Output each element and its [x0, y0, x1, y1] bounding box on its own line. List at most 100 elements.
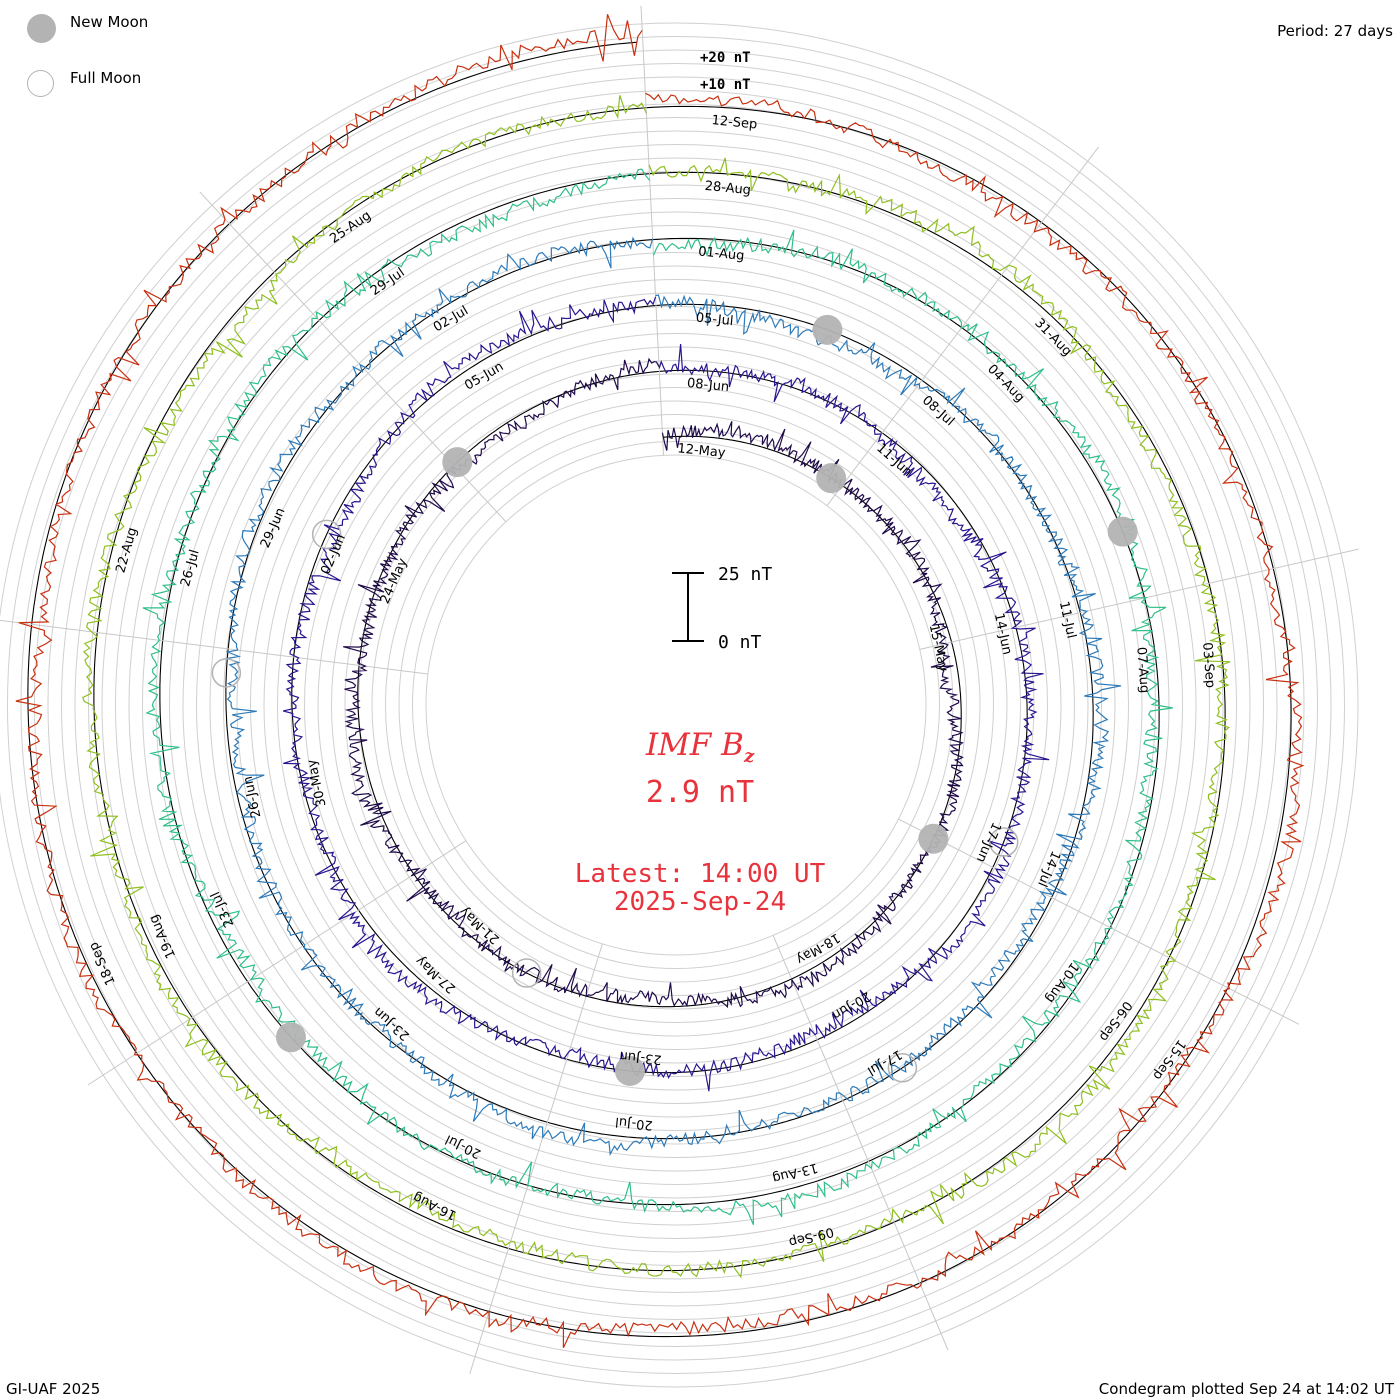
outer-scale-label-20: +20 nT	[700, 50, 751, 66]
grid-ring	[7, 36, 1345, 1374]
full-moon-icon	[27, 70, 54, 97]
date-label: 05-Jul	[695, 311, 734, 330]
date-label: 31-Aug	[1031, 316, 1074, 360]
date-label: 28-Aug	[704, 179, 752, 199]
grid-ring	[236, 265, 1116, 1145]
radial-spoke	[469, 943, 603, 1375]
grid-ring	[128, 157, 1224, 1253]
trace-ring-12-May	[343, 357, 964, 1009]
footer-credit: GI-UAF 2025	[6, 1380, 101, 1398]
new-moon-marker	[614, 1055, 645, 1086]
grid-ring	[344, 373, 1008, 1037]
full-moon-marker	[511, 958, 542, 988]
grid-ring	[88, 117, 1264, 1293]
trace-ring-01-Aug	[142, 168, 1173, 1226]
grid-ring	[425, 454, 927, 956]
date-label: 08-Jun	[686, 376, 730, 395]
grid-ring	[169, 198, 1183, 1212]
date-label-layer: 12-May15-May18-May21-May24-May08-Jun11-J…	[86, 113, 1217, 1249]
trace-layer	[15, 14, 1305, 1348]
date-label: 22-Aug	[113, 526, 140, 575]
scale-bar-bottom-label: 0 nT	[718, 632, 762, 653]
trace-ring-05-Jul	[225, 236, 1122, 1157]
full-moon-marker	[988, 827, 1019, 857]
grid-ring	[182, 211, 1170, 1199]
radial-spoke	[87, 840, 467, 1086]
footer-plot-time: Condegram plotted Sep 24 at 14:02 UT	[1098, 1380, 1394, 1398]
current-value: 2.9 nT	[645, 775, 755, 810]
grid-ring	[101, 130, 1251, 1280]
radial-spoke	[640, 5, 665, 456]
date-label: 11-Jul	[1056, 600, 1079, 640]
date-label: 12-May	[677, 441, 727, 461]
grid-ring	[250, 279, 1102, 1131]
new-moon-marker	[918, 823, 949, 854]
full-moon-marker	[887, 1053, 918, 1083]
grid-ring	[74, 103, 1278, 1307]
new-moon-marker	[442, 447, 473, 478]
date-label: 29-Jun	[258, 506, 289, 551]
date-label: 13-Aug	[771, 1159, 820, 1185]
date-label: 01-Aug	[697, 244, 745, 264]
date-label: 17-Jul	[864, 1046, 904, 1078]
date-label: 20-Jul	[443, 1131, 483, 1161]
radial-spoke	[772, 935, 949, 1351]
scale-bar: 25 nT 0 nT	[672, 564, 772, 653]
grid-ring	[317, 346, 1035, 1064]
date-label: 03-Sep	[1199, 642, 1217, 689]
grid-ring	[304, 333, 1048, 1077]
radial-spoke	[826, 146, 1099, 506]
date-label: 20-Jul	[615, 1114, 654, 1133]
radial-spoke	[898, 818, 1300, 1025]
grid-layer	[0, 5, 1359, 1388]
full-moon-label: Full Moon	[70, 69, 142, 87]
radial-spoke	[919, 548, 1359, 650]
grid-ring	[290, 319, 1062, 1091]
date-label: 06-Sep	[1096, 998, 1135, 1044]
new-moon-marker	[1107, 516, 1138, 547]
grid-ring	[142, 171, 1210, 1239]
grid-ring	[385, 414, 967, 996]
grid-ring	[371, 400, 981, 1010]
new-moon-marker	[816, 463, 847, 494]
grid-ring	[155, 184, 1197, 1226]
chart-title-sub: z	[743, 746, 755, 768]
new-moon-marker	[275, 1022, 306, 1053]
new-moon-icon	[27, 14, 56, 43]
grid-ring	[223, 252, 1129, 1158]
trace-ring-28-Aug	[82, 95, 1231, 1279]
date-label: 07-Aug	[1133, 646, 1151, 693]
latest-time: Latest: 14:00 UT 2025-Sep-24	[0, 860, 1400, 916]
full-moon-marker	[211, 658, 242, 688]
outer-scale-label-10: +10 nT	[700, 77, 751, 93]
grid-ring	[331, 360, 1021, 1050]
full-moon-marker	[311, 519, 342, 550]
date-label: 14-Jun	[991, 612, 1015, 657]
period-label: Period: 27 days	[1277, 22, 1393, 40]
date-label: 23-Jun	[619, 1048, 663, 1067]
trace-ring-24-Sep	[15, 14, 1305, 1348]
new-moon-marker	[812, 314, 843, 345]
chart-title-main: IMF B	[645, 727, 744, 763]
date-label: 18-Sep	[86, 940, 118, 988]
grid-ring	[115, 144, 1237, 1266]
trace-ring-08-Jun	[282, 296, 1050, 1092]
radial-spoke	[0, 619, 428, 675]
grid-ring	[263, 292, 1089, 1118]
latest-time-line: Latest: 14:00 UT	[574, 859, 826, 889]
latest-date-line: 2025-Sep-24	[613, 887, 787, 917]
grid-ring	[20, 49, 1332, 1361]
chart-title: IMF Bz	[0, 727, 1400, 767]
new-moon-label: New Moon	[70, 13, 149, 31]
date-label: 23-Jun	[371, 1004, 413, 1043]
date-label: 29-Jul	[368, 265, 408, 299]
grid-ring	[358, 387, 994, 1023]
grid-ring	[34, 63, 1318, 1347]
grid-ring	[0, 22, 1359, 1388]
grid-ring	[61, 90, 1291, 1320]
scale-bar-top-label: 25 nT	[718, 564, 772, 585]
moon-layer	[211, 314, 1138, 1086]
date-label: 12-Sep	[711, 113, 758, 132]
zero-reference-spiral	[27, 41, 1292, 1338]
